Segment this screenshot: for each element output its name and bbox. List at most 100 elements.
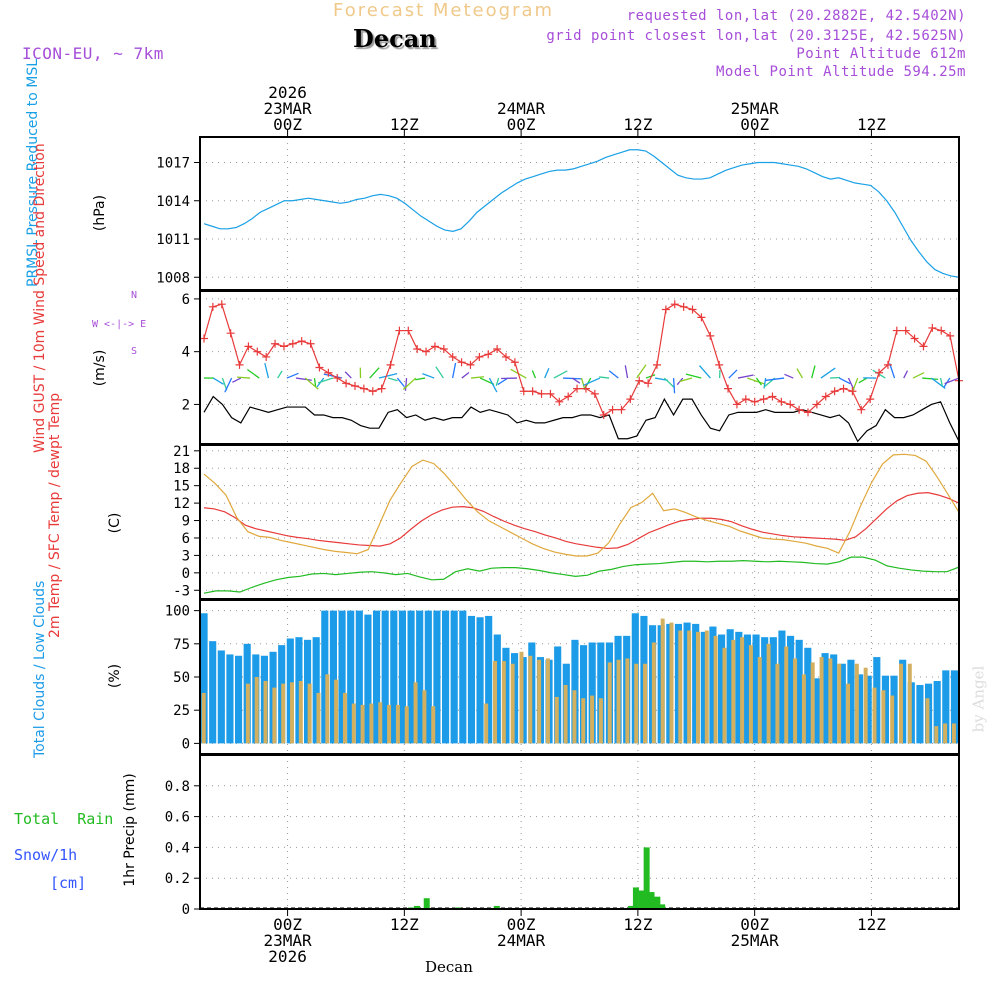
total-cloud-bar [433, 610, 441, 744]
gust-marker [466, 360, 475, 369]
gust-marker [750, 397, 759, 406]
gust-marker [404, 326, 413, 335]
gust-marker [439, 345, 448, 354]
wind-arrow [531, 370, 537, 379]
wind-arrow [264, 362, 270, 379]
temp2m-line [203, 492, 960, 550]
low-cloud-bar [837, 663, 842, 744]
low-cloud-bar [625, 658, 630, 744]
dewpt-line [203, 556, 960, 594]
wind-arrow [847, 377, 855, 391]
model-label: ICON-EU, ~ 7km [22, 44, 164, 63]
wind-arrow [396, 377, 405, 388]
low-cloud-bar [545, 658, 550, 744]
gust-marker [946, 331, 955, 340]
ytick-label: 18 [173, 461, 190, 477]
wind-arrow [811, 365, 816, 379]
wind-label-text: Wind GUST / 10m Wind Speed and Direction [32, 143, 48, 453]
wind-arrow [755, 377, 762, 386]
total-cloud-bar [312, 637, 320, 744]
total-cloud-bar [838, 663, 846, 744]
ytick-label: 15 [173, 479, 190, 495]
ytick-label: 6 [182, 292, 190, 308]
wind-arrow [497, 377, 509, 386]
snow-unit-legend: [cm] [50, 874, 87, 892]
gust-marker [901, 326, 910, 335]
rain-bar [643, 847, 650, 909]
gust-marker [768, 392, 777, 401]
total-cloud-bar [916, 684, 924, 744]
temp-label-text: 2m Temp / SFC Temp / dewpt Temp [47, 392, 63, 638]
wind-arrow [944, 377, 960, 385]
gust-marker [333, 374, 342, 383]
time-label-bottom: 25MAR [731, 931, 780, 950]
low-cloud-bar [422, 690, 427, 744]
wind-arrow [889, 363, 896, 379]
low-cloud-bar [828, 658, 833, 744]
total-cloud-bar [597, 642, 605, 744]
gust-marker [804, 408, 812, 417]
gust-marker [502, 352, 510, 361]
low-cloud-bar [766, 643, 771, 744]
total-cloud-bar [364, 614, 372, 744]
panel-frame [199, 290, 960, 445]
low-cloud-bar [819, 657, 824, 744]
point-altitude: Point Altitude 612m [796, 46, 966, 62]
low-cloud-bar [387, 704, 392, 744]
cloud-label-text: Total Clouds / Low Clouds [32, 580, 48, 758]
gust-marker [653, 360, 661, 369]
wind-arrow [313, 377, 317, 387]
temp-unit: (C) [107, 512, 123, 534]
wind-arrow [599, 376, 610, 379]
low-cloud-bar [378, 702, 383, 744]
gust-marker [795, 405, 804, 414]
ytick-label: 1008 [156, 270, 190, 286]
total-cloud-bar [459, 610, 467, 744]
wind-arrow [461, 371, 470, 379]
gust-marker [608, 405, 617, 414]
total-cloud-bar [804, 647, 812, 744]
gust-marker [510, 358, 519, 367]
gust-marker [786, 400, 795, 409]
time-label-top: 12Z [623, 115, 652, 134]
low-cloud-bar [431, 706, 436, 744]
panel-frame [199, 136, 960, 291]
gust-marker [644, 379, 653, 388]
wind-arrow [685, 373, 702, 379]
rain-bar [423, 898, 430, 909]
low-cloud-bar [846, 683, 851, 744]
low-cloud-bar [263, 680, 268, 744]
panel-0 [194, 137, 959, 290]
rain-bar [632, 887, 639, 909]
gust-marker [377, 384, 386, 393]
wind-arrow [237, 376, 251, 379]
low-cloud-bar [334, 679, 339, 744]
time-label-top: 12Z [390, 115, 419, 134]
gust-marker [430, 342, 439, 351]
low-cloud-bar [281, 683, 286, 744]
total-cloud-bar [726, 629, 734, 744]
low-cloud-bar [943, 723, 948, 744]
gust-marker [413, 345, 422, 354]
total-cloud-bar [476, 617, 484, 744]
total-cloud-bar [321, 610, 329, 744]
time-label-top: 2026 [268, 83, 307, 102]
low-cloud-bar [660, 618, 665, 744]
time-label-bottom: 24MAR [497, 931, 546, 950]
gust-marker [351, 381, 359, 390]
low-cloud-bar [775, 663, 780, 744]
gust-marker [475, 352, 484, 361]
gust-marker [670, 300, 679, 309]
low-cloud-bar [872, 687, 877, 744]
gust-marker [493, 345, 502, 354]
wind-arrow [295, 377, 312, 381]
low-cloud-bar [695, 631, 700, 744]
wind-arrow [435, 366, 444, 379]
snow-legend: Snow/1h [14, 846, 78, 864]
gust-marker [226, 329, 235, 338]
low-cloud-bar [342, 692, 347, 744]
gust-marker [706, 331, 715, 340]
total-cloud-bar [856, 674, 864, 744]
low-cloud-bar [272, 687, 277, 744]
low-cloud-bar [881, 690, 886, 744]
